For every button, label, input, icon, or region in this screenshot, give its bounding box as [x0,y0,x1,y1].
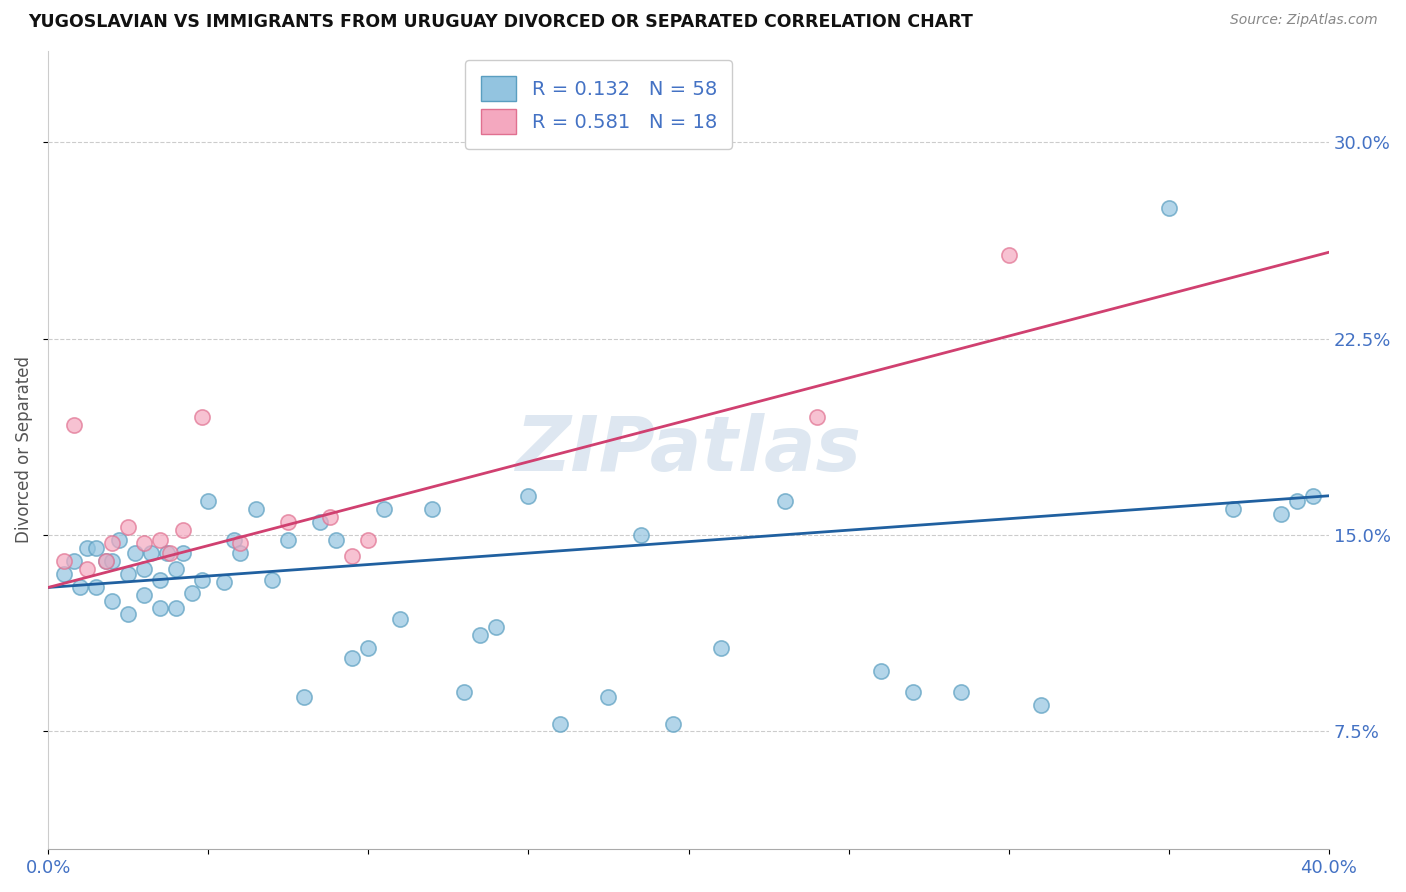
Point [134,588,156,602]
Point [901,685,924,699]
Point [342,651,364,665]
Point [101,593,124,607]
Point [117,607,139,621]
Point [84,541,107,556]
Point [949,685,972,699]
Point [869,664,891,678]
Point [319,509,342,524]
Point [134,562,156,576]
Point [191,573,214,587]
Point [181,585,204,599]
Text: ZIPatlas: ZIPatlas [516,413,862,487]
Point [357,640,380,655]
Point [1302,489,1324,503]
Point [149,573,172,587]
Point [1029,698,1052,713]
Point [117,520,139,534]
Point [373,502,395,516]
Point [94,554,117,568]
Point [245,502,267,516]
Point [1285,494,1308,508]
Point [630,528,652,542]
Point [309,515,332,529]
Point [76,562,98,576]
Point [262,573,284,587]
Point [101,536,124,550]
Point [124,546,146,560]
Point [172,523,194,537]
Point [1270,507,1292,521]
Point [292,690,315,705]
Point [165,601,187,615]
Point [117,567,139,582]
Point [806,410,828,425]
Point [197,494,219,508]
Point [156,546,179,560]
Point [149,601,172,615]
Point [277,533,299,548]
Point [277,515,299,529]
Point [139,546,162,560]
Legend: R = 0.132   N = 58, R = 0.581   N = 18: R = 0.132 N = 58, R = 0.581 N = 18 [465,61,733,149]
Point [709,640,731,655]
Point [1157,201,1180,215]
Point [357,533,380,548]
Point [325,533,347,548]
Point [63,554,86,568]
Point [94,554,117,568]
Text: Source: ZipAtlas.com: Source: ZipAtlas.com [1230,13,1378,28]
Point [997,248,1019,262]
Point [76,541,98,556]
Point [517,489,540,503]
Point [229,546,252,560]
Point [598,690,620,705]
Point [149,533,172,548]
Point [165,562,187,576]
Point [191,410,214,425]
Point [214,575,236,590]
Point [470,627,492,641]
Point [69,581,91,595]
Point [453,685,475,699]
Point [107,533,129,548]
Point [485,620,508,634]
Point [84,581,107,595]
Point [172,546,194,560]
Text: YUGOSLAVIAN VS IMMIGRANTS FROM URUGUAY DIVORCED OR SEPARATED CORRELATION CHART: YUGOSLAVIAN VS IMMIGRANTS FROM URUGUAY D… [28,13,973,31]
Point [773,494,796,508]
Point [550,716,572,731]
Point [63,418,86,433]
Point [661,716,683,731]
Y-axis label: Divorced or Separated: Divorced or Separated [15,357,32,543]
Point [222,533,245,548]
Point [53,567,76,582]
Point [159,546,181,560]
Point [53,554,76,568]
Point [1222,502,1244,516]
Point [422,502,444,516]
Point [342,549,364,563]
Point [134,536,156,550]
Point [389,612,412,626]
Point [229,536,252,550]
Point [101,554,124,568]
